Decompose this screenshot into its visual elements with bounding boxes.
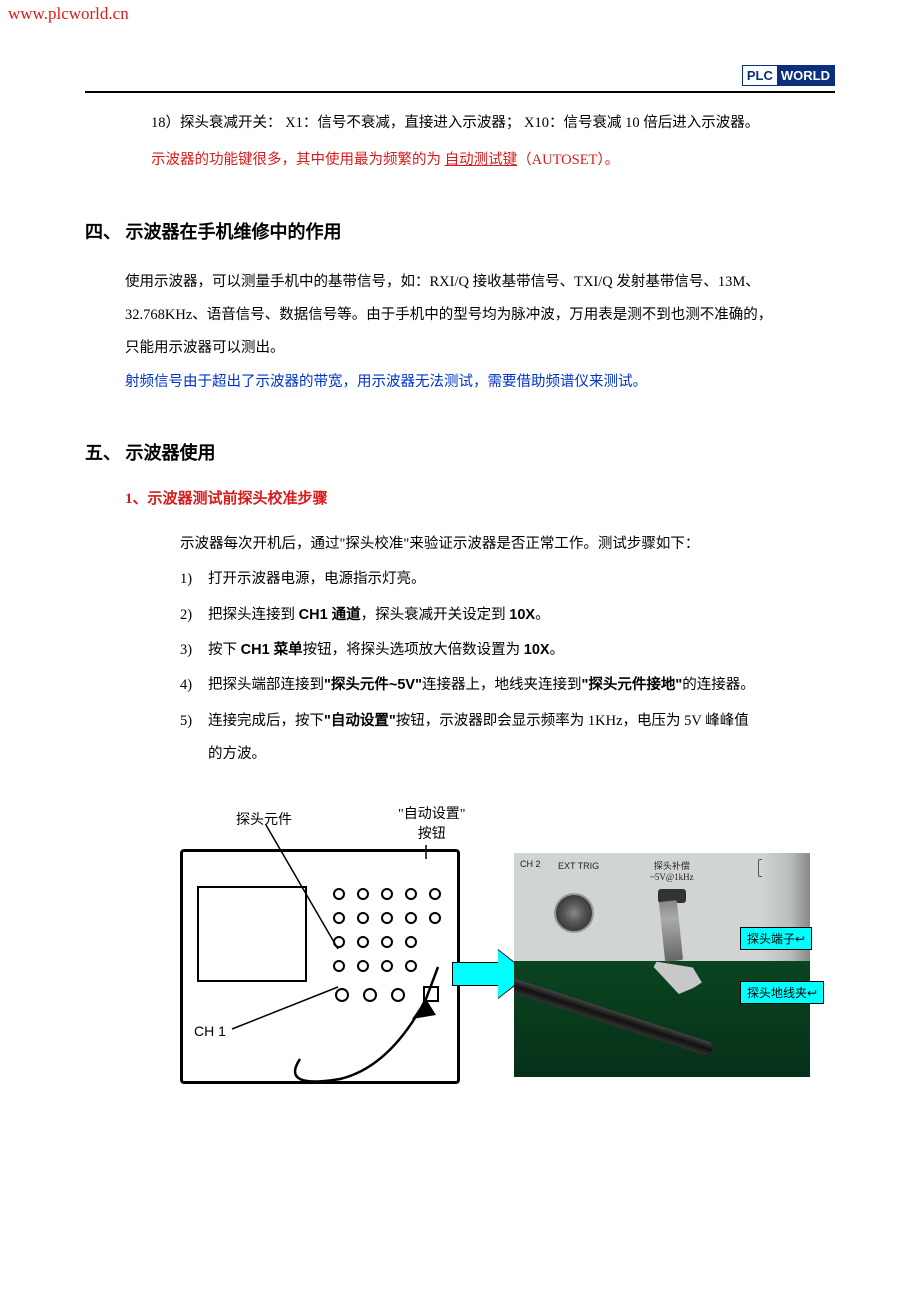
s2-b1: CH1 通道 <box>299 607 361 623</box>
s5-t3: 的方波。 <box>208 738 835 771</box>
s4-p1a: 使用示波器，可以测量手机中的基带信号，如：RXI/Q 接收基带信号、TXI/Q … <box>125 266 835 299</box>
scope-photo: CH 2 EXT TRIG 探头补偿 ~5V@1kHz TRIGGER VIEW <box>514 853 810 1077</box>
bnc-connector <box>554 893 594 933</box>
s3-t1: 按下 <box>208 642 241 658</box>
callout-ground-clip: 探头地线夹↩ <box>740 981 824 1004</box>
step-4-num: 4) <box>180 669 208 702</box>
scope-diagram <box>180 849 460 1084</box>
ch1-button <box>335 988 349 1002</box>
s2-t3: 。 <box>535 607 550 623</box>
panel-button <box>405 936 417 948</box>
s5-t1: 连接完成后，按下 <box>208 713 324 729</box>
s3-t2: 按钮，将探头选项放大倍数设置为 <box>303 642 524 658</box>
s3-b2: 10X <box>524 642 550 658</box>
section-4-body: 使用示波器，可以测量手机中的基带信号，如：RXI/Q 接收基带信号、TXI/Q … <box>125 266 835 399</box>
s4-t3: 的连接器。 <box>682 677 755 693</box>
step-5-num: 5) <box>180 705 208 738</box>
button-grid <box>333 888 443 998</box>
panel-knob <box>391 988 405 1002</box>
logo-plc-text: PLC <box>743 66 777 85</box>
step-3: 3)按下 CH1 菜单按钮，将探头选项放大倍数设置为 10X。 <box>180 634 835 667</box>
panel-button <box>357 936 369 948</box>
panel-button <box>405 960 417 972</box>
panel-button <box>429 912 441 924</box>
subsection-5-1: 1、示波器测试前探头校准步骤 <box>125 487 835 508</box>
figure-area: 探头元件 "自动设置" 按钮 <box>180 809 800 1099</box>
auto-setup-label: "自动设置" 按钮 <box>398 805 465 844</box>
s3-t3: 。 <box>550 642 565 658</box>
s4-p1c: 只能用示波器可以测出。 <box>125 332 835 365</box>
callout-gnd-text: 探头地线夹 <box>747 986 807 1000</box>
panel-button <box>333 960 345 972</box>
step-2-num: 2) <box>180 599 208 632</box>
panel-button <box>381 912 393 924</box>
panel-button <box>333 888 345 900</box>
s3-b1: CH1 菜单 <box>241 642 303 658</box>
step-3-num: 3) <box>180 634 208 667</box>
ext-trig-label: EXT TRIG <box>558 861 599 871</box>
auto-l1: "自动设置" <box>398 805 465 825</box>
step-2: 2)把探头连接到 CH1 通道，探头衰减开关设定到 10X。 <box>180 599 835 632</box>
panel-button <box>381 936 393 948</box>
callout-probe-tip: 探头端子↩ <box>740 927 812 950</box>
page-content: PLC WORLD 18）探头衰减开关： X1：信号不衰减，直接进入示波器； X… <box>85 65 835 1099</box>
s4-t2: 连接器上，地线夹连接到 <box>422 677 582 693</box>
callout-tip-text: 探头端子 <box>747 932 795 946</box>
panel-button <box>381 960 393 972</box>
sub-title: 示波器测试前探头校准步骤 <box>148 491 328 507</box>
s4-b2: "探头元件接地" <box>581 677 682 693</box>
autoset-t3: （AUTOSET）。 <box>517 152 619 168</box>
autoset-t2: 自动测试键 <box>445 152 518 168</box>
panel-button <box>405 888 417 900</box>
arrow-body <box>452 962 500 986</box>
panel-button <box>333 936 345 948</box>
auto-l2: 按钮 <box>398 825 465 845</box>
watermark-url: www.plcworld.cn <box>8 4 129 24</box>
autoset-note: 示波器的功能键很多，其中使用最为频繁的为 自动测试键（AUTOSET）。 <box>151 144 835 177</box>
probe-comp-label: 探头补偿 ~5V@1kHz <box>650 861 694 883</box>
section-5-heading: 五、 示波器使用 <box>85 439 835 465</box>
probe-comp-l1: 探头补偿 <box>650 861 694 872</box>
callout-arrow-icon: ↩ <box>795 932 805 946</box>
step-1-text: 打开示波器电源，电源指示灯亮。 <box>208 571 426 587</box>
step-5: 5)连接完成后，按下"自动设置"按钮，示波器即会显示频率为 1KHz，电压为 5… <box>180 705 835 772</box>
s2-t2: ，探头衰减开关设定到 <box>361 607 510 623</box>
s4-t1: 把探头端部连接到 <box>208 677 324 693</box>
steps-intro: 示波器每次开机后，通过"探头校准"来验证示波器是否正常工作。测试步骤如下： <box>180 528 835 561</box>
probe-element-label: 探头元件 <box>236 809 292 829</box>
s4-b1: "探头元件~5V" <box>324 677 422 693</box>
probe-comp-l2: ~5V@1kHz <box>650 872 694 883</box>
ch2-label: CH 2 <box>520 859 541 869</box>
callout-arrow-icon: ↩ <box>807 986 817 1000</box>
s2-b2: 10X <box>509 607 535 623</box>
s5-t2: 按钮，示波器即会显示频率为 1KHz，电压为 5V 峰峰值 <box>396 713 749 729</box>
s4-p1b: 32.768KHz、语音信号、数据信号等。由于手机中的型号均为脉冲波，万用表是测… <box>125 299 835 332</box>
panel-knob <box>363 988 377 1002</box>
panel-button <box>429 888 441 900</box>
panel-button <box>357 912 369 924</box>
panel-button <box>357 960 369 972</box>
step-1: 1)打开示波器电源，电源指示灯亮。 <box>180 563 835 596</box>
s2-t1: 把探头连接到 <box>208 607 299 623</box>
s4-p2: 射频信号由于超出了示波器的带宽，用示波器无法测试，需要借助频谱仪来测试。 <box>125 366 835 399</box>
section-4-heading: 四、 示波器在手机维修中的作用 <box>85 218 835 244</box>
panel-button <box>381 888 393 900</box>
scope-screen <box>197 886 307 982</box>
logo-world-text: WORLD <box>777 66 834 85</box>
line-18: 18）探头衰减开关： X1：信号不衰减，直接进入示波器； X10：信号衰减 10… <box>151 107 835 140</box>
autoset-t1: 示波器的功能键很多，其中使用最为频繁的为 <box>151 152 445 168</box>
plc-world-logo: PLC WORLD <box>742 65 835 86</box>
panel-button <box>357 888 369 900</box>
steps-block: 示波器每次开机后，通过"探头校准"来验证示波器是否正常工作。测试步骤如下： 1)… <box>180 528 835 771</box>
s5-b1: "自动设置" <box>324 713 396 729</box>
probe-comp-terminal <box>423 986 439 1002</box>
panel-button <box>333 912 345 924</box>
header-rule: PLC WORLD <box>85 65 835 93</box>
sub-num: 1、 <box>125 491 148 507</box>
step-4: 4)把探头端部连接到"探头元件~5V"连接器上，地线夹连接到"探头元件接地"的连… <box>180 669 835 702</box>
panel-button <box>405 912 417 924</box>
step-1-num: 1) <box>180 563 208 596</box>
ch1-label: CH 1 <box>194 1023 226 1039</box>
